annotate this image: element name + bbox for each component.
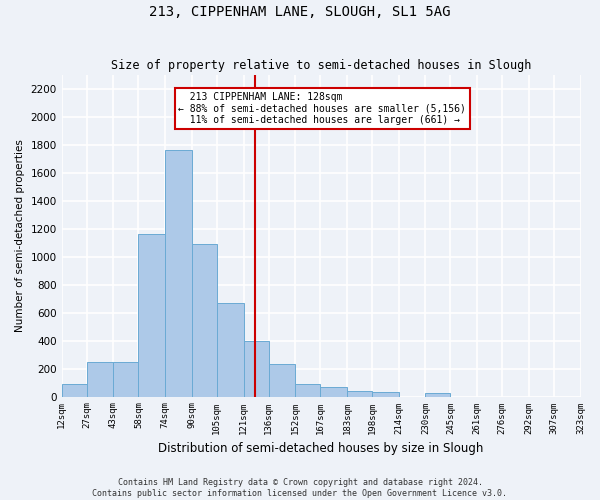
Bar [372,392,398,396]
Title: Size of property relative to semi-detached houses in Slough: Size of property relative to semi-detach… [111,59,531,72]
X-axis label: Distribution of semi-detached houses by size in Slough: Distribution of semi-detached houses by … [158,442,484,455]
Bar [139,234,165,396]
Bar [347,391,372,396]
Bar [269,364,295,396]
Text: 213 CIPPENHAM LANE: 128sqm  
← 88% of semi-detached houses are smaller (5,156)
 : 213 CIPPENHAM LANE: 128sqm ← 88% of semi… [178,92,466,125]
Bar [295,384,320,396]
Bar [192,244,217,396]
Bar [425,393,451,396]
Bar [165,150,192,396]
Y-axis label: Number of semi-detached properties: Number of semi-detached properties [15,139,25,332]
Bar [244,340,269,396]
Bar [217,303,244,396]
Bar [86,362,113,396]
Bar [62,384,86,396]
Text: 213, CIPPENHAM LANE, SLOUGH, SL1 5AG: 213, CIPPENHAM LANE, SLOUGH, SL1 5AG [149,5,451,19]
Text: Contains HM Land Registry data © Crown copyright and database right 2024.
Contai: Contains HM Land Registry data © Crown c… [92,478,508,498]
Bar [113,362,139,396]
Bar [320,387,347,396]
